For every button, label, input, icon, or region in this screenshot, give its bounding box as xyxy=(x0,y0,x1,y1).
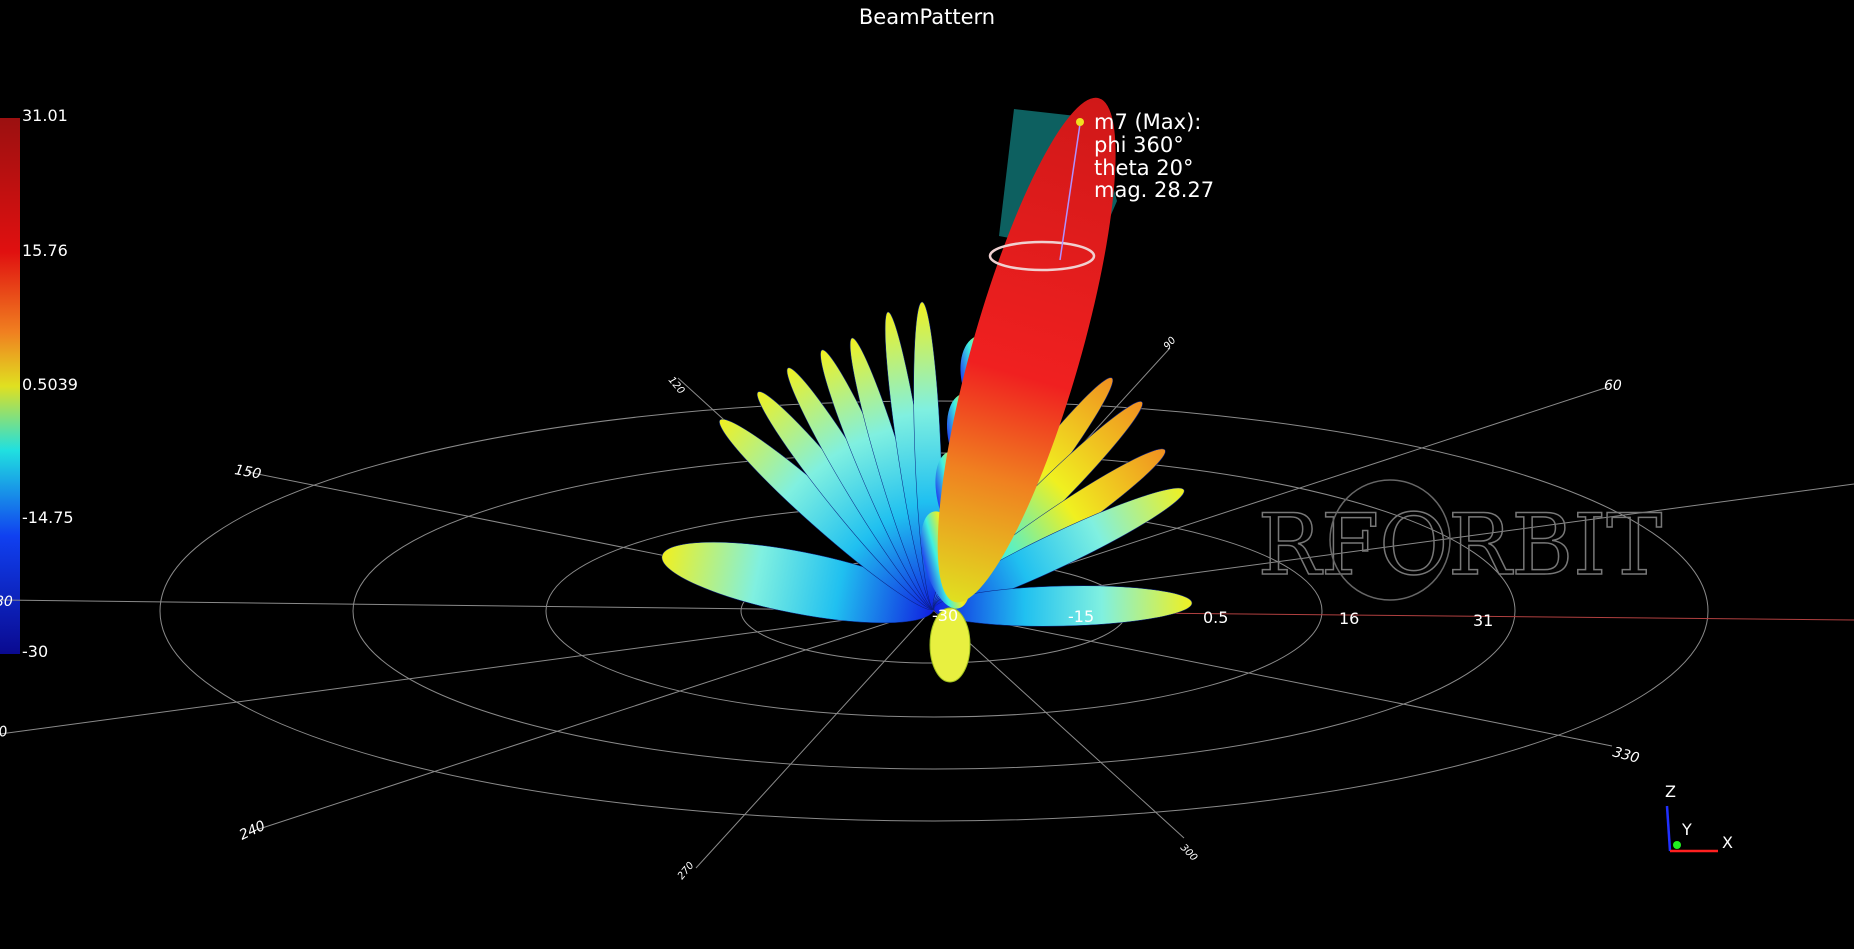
side-lobe xyxy=(933,585,1193,627)
angle-label: 150 xyxy=(233,462,262,482)
beam-ring xyxy=(988,240,1096,272)
angle-label: 120 xyxy=(666,375,687,397)
logo: RFORBIT xyxy=(1258,496,1663,594)
back-lobe xyxy=(929,607,971,683)
radial-label: 0.5 xyxy=(1203,608,1228,627)
marker-line-text: phi 360° xyxy=(1094,133,1184,157)
axis-triad: Z Y X xyxy=(1665,782,1733,853)
angle-label: 240 xyxy=(237,818,268,844)
main-beam xyxy=(937,97,1116,603)
colorbar-label: 15.76 xyxy=(22,241,68,260)
axis-label: Z xyxy=(1665,782,1676,801)
colorbar xyxy=(0,118,20,654)
axis-label: X xyxy=(1722,833,1733,852)
angle-label: 300 xyxy=(1178,842,1199,863)
angle-label: 270 xyxy=(676,860,697,882)
radial-label: 31 xyxy=(1473,611,1493,630)
marker-line xyxy=(1059,123,1081,261)
colorbar-label: 0.5039 xyxy=(22,375,78,394)
lobe-shape xyxy=(933,585,1193,627)
beam-pattern xyxy=(661,301,1193,683)
marker-line-text: mag. 28.27 xyxy=(1094,178,1214,202)
angle-label: 180 xyxy=(0,594,13,610)
colorbar-label: 31.01 xyxy=(22,106,68,125)
angle-label: 210 xyxy=(0,724,9,744)
marker-label: m7 (Max): phi 360° theta 20° mag. 28.27 xyxy=(1094,110,1214,202)
marker-line-text: theta 20° xyxy=(1094,156,1193,180)
radial-label: -30 xyxy=(932,606,958,625)
radial-label: -15 xyxy=(1068,607,1094,626)
axis-label: Y xyxy=(1681,820,1692,839)
logo-ring xyxy=(1329,479,1451,601)
colorbar-label: -14.75 xyxy=(22,508,74,527)
angle-label: 60 xyxy=(1604,378,1622,394)
marker-line-text: m7 (Max): xyxy=(1094,110,1201,134)
marker-point xyxy=(1076,118,1084,126)
radial-label: 16 xyxy=(1339,609,1359,628)
angle-label: 90 xyxy=(1162,335,1179,352)
plot-title: BeamPattern xyxy=(859,5,995,29)
angle-label: 330 xyxy=(1611,744,1641,766)
colorbar-label: -30 xyxy=(22,642,48,661)
